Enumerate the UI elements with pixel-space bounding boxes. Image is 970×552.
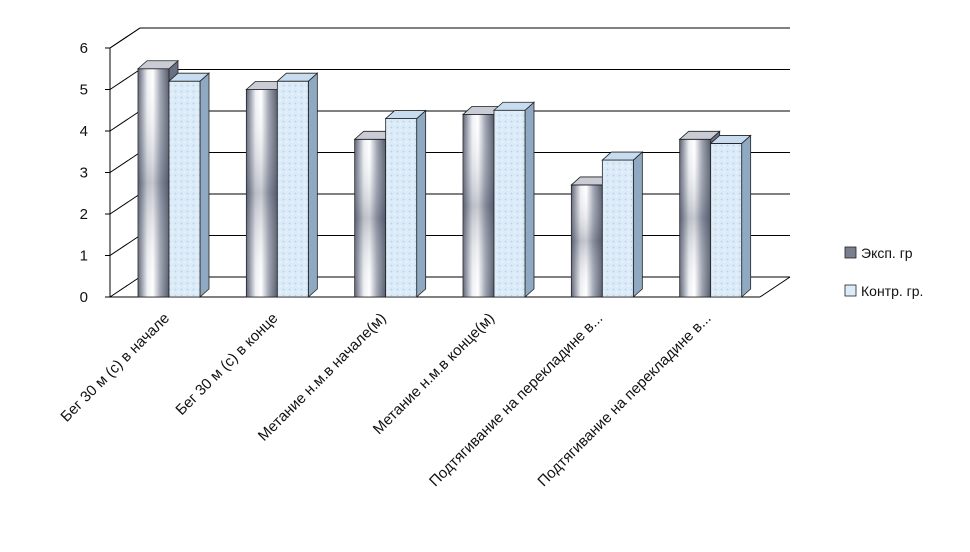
bars: [136, 59, 752, 298]
y-tick-label: 6: [80, 40, 88, 57]
bar: [601, 151, 644, 298]
x-axis-labels: Бег 30 м (с) в начале Бег 30 м (с) в конц…: [57, 310, 714, 490]
gridline-diagonal: [109, 235, 141, 256]
bar: [167, 72, 211, 298]
bar-side: [632, 151, 643, 298]
y-tick-label: 1: [80, 248, 88, 265]
gridline-diagonal: [109, 69, 141, 90]
bar-shading: [571, 184, 603, 297]
bar: [709, 134, 752, 298]
bar-side: [741, 134, 752, 298]
gridline-diagonal: [109, 193, 141, 215]
y-tick-label: 4: [80, 123, 88, 140]
bar-front: [276, 80, 309, 298]
bar: [276, 72, 319, 298]
y-tick-label: 0: [80, 289, 88, 306]
gridline-diagonal: [109, 27, 141, 49]
legend-label: Контр. гр.: [861, 283, 923, 299]
bar-shading: [679, 139, 711, 297]
y-axis-ticks: 0 1 2 3 4 5 6: [80, 40, 88, 306]
legend: Эксп. гр Контр. гр.: [844, 245, 923, 299]
x-tick-label: Бег 30 м (с) в конце: [172, 310, 281, 419]
gridline-diagonal: [109, 110, 141, 132]
bar-top: [709, 135, 752, 144]
bar: [136, 59, 180, 298]
bar-shading: [354, 139, 386, 297]
bar-top: [167, 72, 211, 82]
bar-front: [493, 109, 526, 298]
floor-right-edge: [759, 276, 791, 298]
legend-swatch: [844, 246, 857, 259]
bar: [570, 176, 613, 298]
bar: [384, 109, 427, 298]
bar-side: [416, 109, 427, 298]
bar-front: [168, 80, 201, 298]
x-tick-label: Подтягивание на перекладине в...: [426, 310, 606, 490]
legend-label: Эксп. гр: [861, 245, 913, 261]
bar-front: [601, 159, 634, 298]
bar-front: [710, 143, 743, 298]
bar-front: [385, 118, 418, 298]
bar-side: [307, 72, 318, 298]
y-tick-label: 5: [80, 82, 88, 99]
bar-top: [492, 101, 536, 111]
x-tick-label: Бег 30 м (с) в начале: [57, 310, 173, 426]
x-tick-label: Подтягивание на перекладине в...: [534, 310, 714, 490]
bar-side: [524, 101, 535, 298]
bar-top: [384, 110, 427, 119]
bar-shading: [463, 114, 494, 298]
bar-shading: [138, 68, 169, 297]
bar: [492, 101, 536, 298]
bar-top: [136, 60, 180, 70]
bar-top: [601, 151, 644, 161]
bar-side: [199, 72, 210, 298]
bar: [245, 80, 288, 298]
gridline-diagonal: [109, 152, 141, 173]
bar-shading: [246, 89, 278, 297]
y-tick-label: 3: [80, 165, 88, 182]
y-tick-label: 2: [80, 206, 88, 223]
x-tick-label: Метание н.м.в конце(м): [370, 310, 498, 438]
bar-top: [678, 130, 721, 140]
x-tick-label: Метание н.м.в начале(м): [255, 310, 390, 445]
legend-swatch: [844, 284, 857, 297]
bar-top: [276, 72, 319, 82]
gridline-diagonal: [109, 276, 141, 298]
